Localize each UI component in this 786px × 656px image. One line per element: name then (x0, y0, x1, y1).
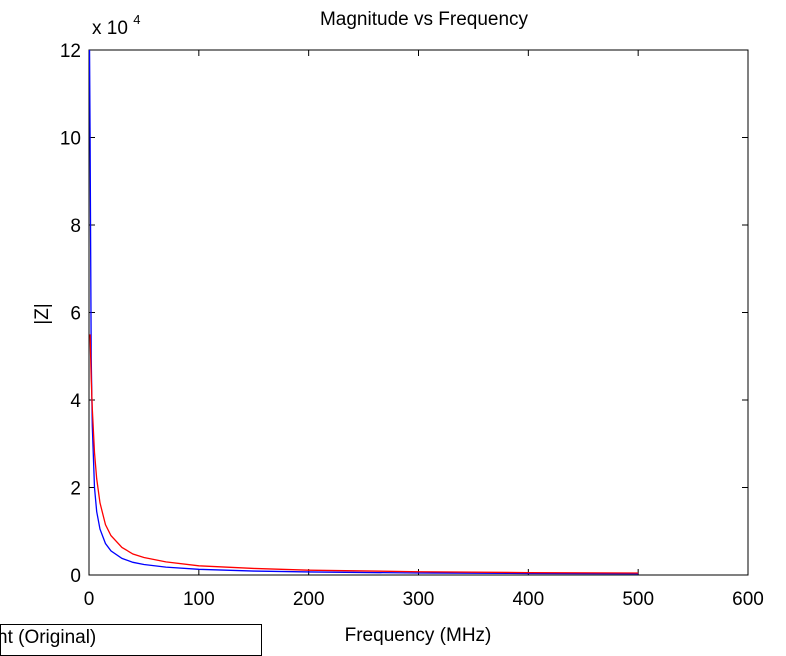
x-tick-label: 300 (403, 589, 435, 610)
legend: nt (Original) (0, 624, 262, 656)
x-tick-label: 400 (512, 589, 544, 610)
series-line-1 (88, 49, 639, 575)
x-tick-label: 600 (732, 589, 764, 610)
y-tick-label: 12 (60, 41, 81, 62)
y-tick-label: 0 (70, 566, 81, 587)
chart-title: Magnitude vs Frequency (320, 9, 529, 30)
series-line-2 (89, 334, 639, 574)
y-tick-label: 6 (70, 304, 81, 325)
x-tick-label: 500 (622, 589, 654, 610)
y-tick-label: 4 (70, 391, 81, 412)
x-tick-label: 0 (84, 589, 95, 610)
y-multiplier-exponent: 4 (133, 12, 140, 27)
x-tick-label: 100 (183, 589, 215, 610)
y-tick-label: 2 (70, 479, 81, 500)
y-multiplier-base: x 10 (92, 18, 128, 39)
x-axis-label: Frequency (MHz) (345, 625, 492, 646)
y-axis-label: |Z| (32, 303, 53, 324)
y-tick-label: 8 (70, 216, 81, 237)
y-multiplier-label: x 10 4 (92, 12, 140, 39)
x-tick-label: 200 (293, 589, 325, 610)
y-tick-label: 10 (60, 129, 81, 150)
legend-entry-label: nt (Original) (0, 627, 97, 648)
plot-area-frame (88, 49, 749, 576)
